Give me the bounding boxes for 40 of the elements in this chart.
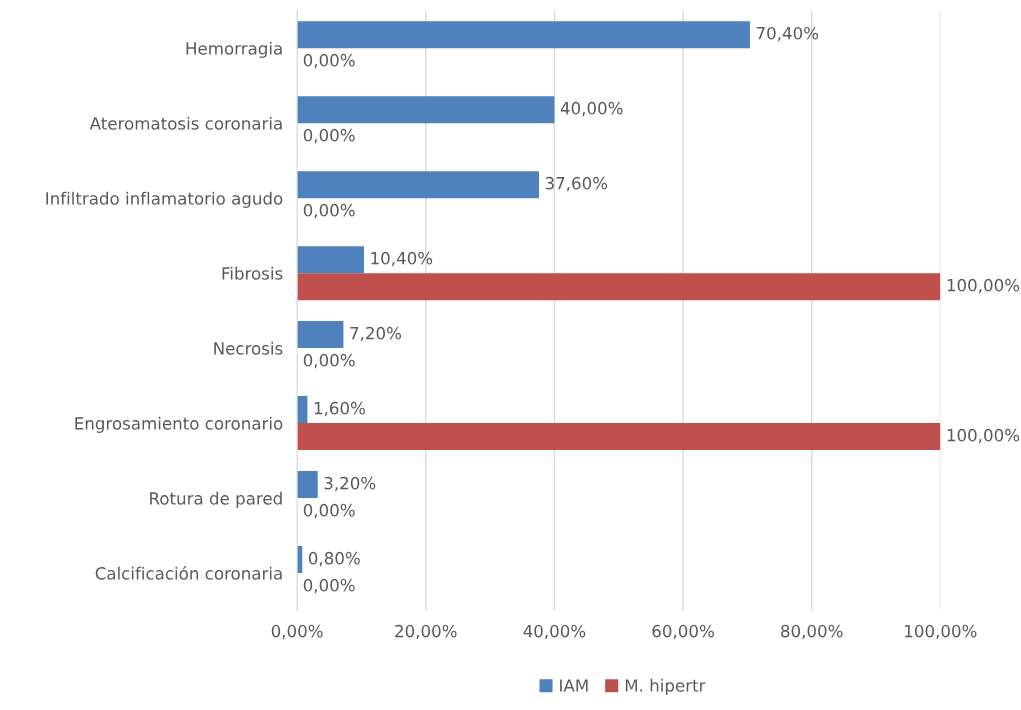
bar xyxy=(297,96,555,124)
y-tick-label: Rotura de pared xyxy=(150,491,282,508)
bar xyxy=(297,21,750,49)
data-label: 0,00% xyxy=(303,353,355,369)
data-label: 0,00% xyxy=(303,53,355,69)
y-tick-label: Fibrosis xyxy=(222,266,283,280)
data-label: 0,00% xyxy=(303,503,355,519)
data-label: 100,00% xyxy=(947,428,1020,444)
data-label: 0,00% xyxy=(303,578,355,594)
data-label: 100,00% xyxy=(947,278,1020,294)
y-tick-label: Infiltrado inflamatorio agudo xyxy=(46,191,283,208)
y-tick-label: Calcificación coronaria xyxy=(95,566,282,580)
bar xyxy=(297,273,941,301)
bar xyxy=(297,321,344,349)
y-tick-label: Ateromatosis coronaria xyxy=(89,116,282,130)
y-tick-label: Necrosis xyxy=(214,341,283,355)
y-tick-label: Hemorragia xyxy=(186,41,282,58)
data-label: 70,40% xyxy=(756,26,819,42)
bar xyxy=(297,171,539,199)
data-label: 40,00% xyxy=(560,101,623,117)
data-label: 0,00% xyxy=(303,128,355,144)
data-label: 3,20% xyxy=(324,476,376,492)
legend-label: IAM xyxy=(560,679,588,692)
data-label: 1,60% xyxy=(314,401,365,417)
legend-label: M. hipertr xyxy=(625,678,706,695)
data-label: 0,80% xyxy=(308,551,360,567)
y-tick-label: Engrosamiento coronario xyxy=(75,416,283,433)
data-label: 37,60% xyxy=(545,176,608,192)
x-tick-label: 0,00% xyxy=(271,624,323,640)
data-label: 0,00% xyxy=(303,203,355,219)
data-label: 7,20% xyxy=(350,326,402,342)
x-tick-label: 40,00% xyxy=(523,624,586,640)
bar xyxy=(297,246,365,274)
x-tick-label: 80,00% xyxy=(781,624,843,640)
x-tick-label: 20,00% xyxy=(395,624,457,640)
data-label: 10,40% xyxy=(371,251,433,267)
x-tick-label: 60,00% xyxy=(652,624,714,640)
x-tick-label: 100,00% xyxy=(905,624,977,640)
bar xyxy=(297,471,318,499)
bar xyxy=(297,423,941,451)
